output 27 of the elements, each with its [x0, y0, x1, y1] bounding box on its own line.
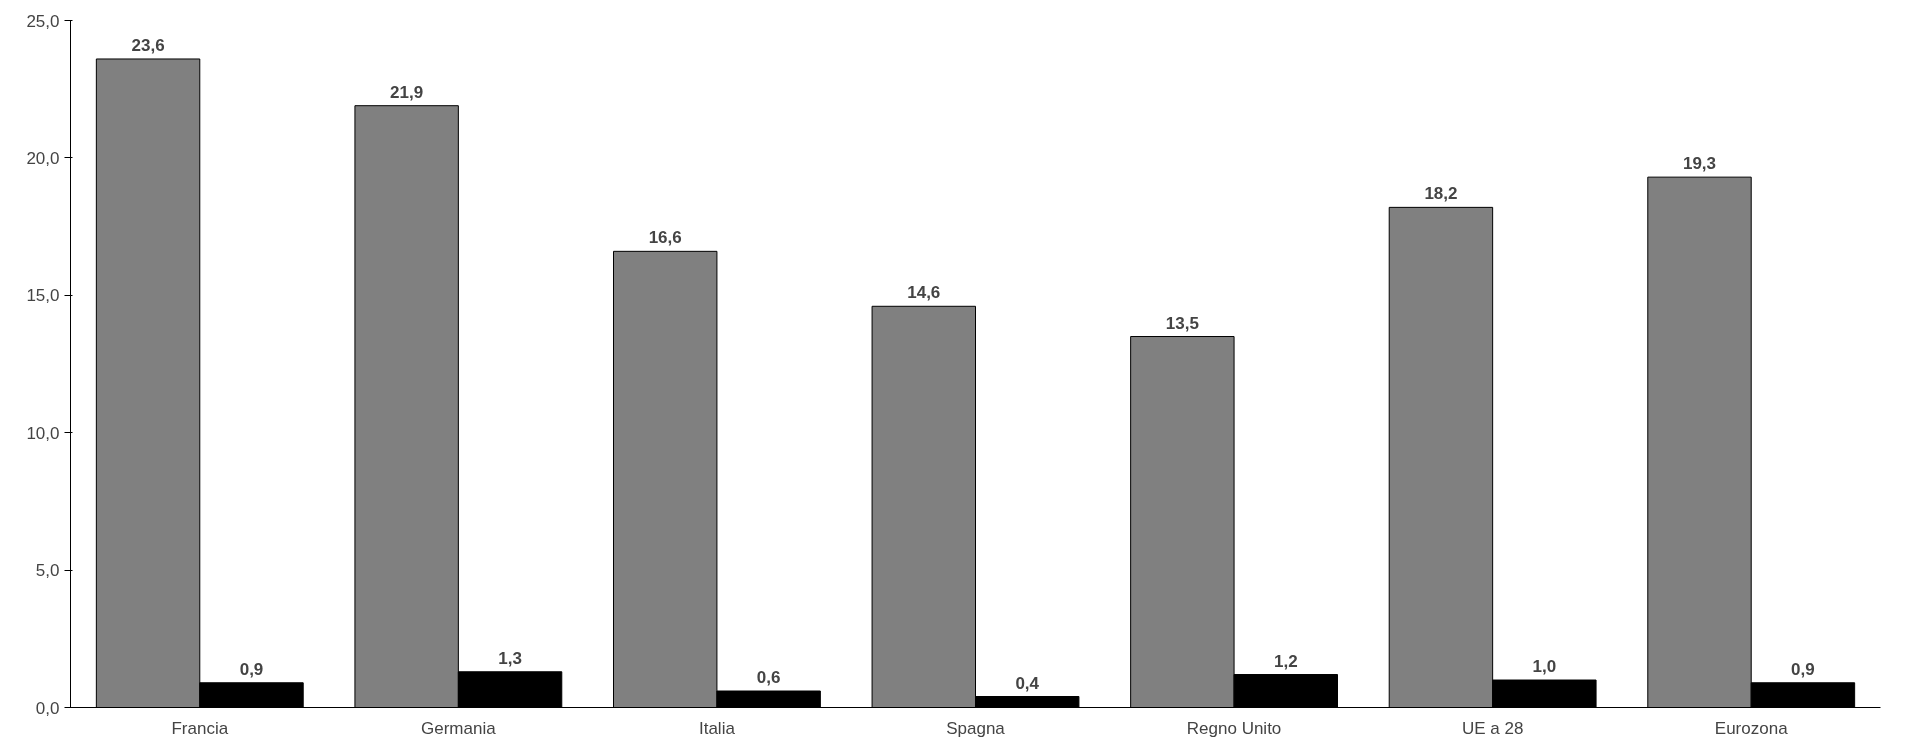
data-label: 1,2 [1273, 651, 1298, 671]
data-label: 23,6 [131, 35, 165, 55]
data-label: 16,6 [648, 228, 682, 248]
data-label: 18,2 [1424, 184, 1458, 204]
y-tick-label: 0,0 [35, 698, 60, 718]
x-tick-label: Germania [421, 718, 497, 738]
data-label: 19,3 [1682, 154, 1717, 174]
x-tick-label: Francia [171, 718, 229, 738]
data-label: 0,9 [1791, 659, 1815, 679]
y-tick-label: 25,0 [26, 11, 60, 31]
data-label: 0,9 [239, 659, 264, 679]
x-tick-label: Eurozona [1714, 718, 1789, 738]
y-tick-label: 10,0 [26, 423, 60, 443]
x-tick-label: Italia [698, 718, 736, 738]
x-tick-label: UE a 28 [1461, 718, 1524, 738]
x-tick-label: Spagna [946, 718, 1006, 738]
data-label: 1,3 [498, 648, 522, 668]
y-tick-label: 20,0 [26, 148, 60, 168]
data-label: 0,6 [756, 668, 781, 688]
y-tick-label: 15,0 [26, 286, 60, 306]
y-tick-label: 5,0 [35, 561, 60, 581]
data-label: 13,5 [1165, 313, 1199, 333]
data-label: 0,4 [1015, 673, 1040, 693]
data-label: 1,0 [1532, 657, 1557, 677]
x-tick-label: Regno Unito [1186, 718, 1282, 738]
data-label: 14,6 [907, 283, 941, 303]
data-label: 21,9 [390, 82, 424, 102]
